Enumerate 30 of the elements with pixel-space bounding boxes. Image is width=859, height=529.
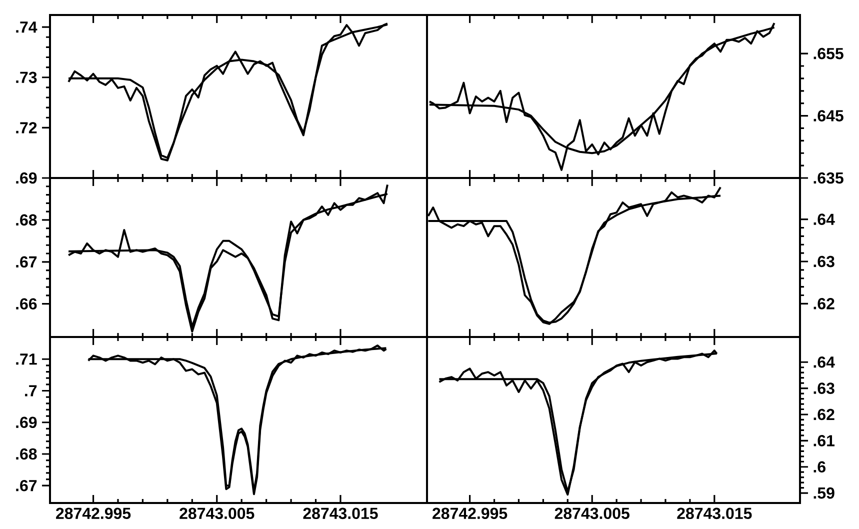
y-tick-label: .73 xyxy=(16,72,37,84)
x-tick-label: 28743.015 xyxy=(303,508,378,520)
y-tick-label: .72 xyxy=(16,122,37,134)
y-tick-label: .67 xyxy=(16,256,37,268)
y-tick-label: .6 xyxy=(814,461,826,473)
y-tick-label: .59 xyxy=(814,487,834,499)
y-tick-label: .69 xyxy=(16,172,37,184)
y-tick-label: .62 xyxy=(814,408,834,420)
y-tick-label: .645 xyxy=(814,110,844,122)
y-tick-label: .69 xyxy=(16,416,37,428)
y-tick-label: .71 xyxy=(16,354,37,365)
y-tick-label: .66 xyxy=(16,298,37,310)
y-tick-label: .64 xyxy=(814,356,835,368)
y-tick-label: .61 xyxy=(814,435,835,446)
x-tick-label: 28742.995 xyxy=(56,508,131,520)
y-tick-label: .635 xyxy=(814,172,844,184)
x-tick-label: 28743.015 xyxy=(677,508,752,520)
x-tick-label: 28743.005 xyxy=(180,508,254,520)
y-tick-label: .63 xyxy=(814,256,834,268)
y-tick-label: .63 xyxy=(814,382,834,394)
y-tick-label: .655 xyxy=(814,48,844,60)
y-tick-label: .67 xyxy=(16,480,37,492)
y-tick-label: .62 xyxy=(814,298,834,310)
y-tick-label: .74 xyxy=(16,22,38,33)
y-tick-label: .68 xyxy=(16,214,37,226)
y-tick-label: .68 xyxy=(16,448,37,460)
x-tick-label: 28743.005 xyxy=(554,508,630,520)
y-tick-label: .7 xyxy=(25,385,37,396)
x-tick-label: 28742.995 xyxy=(432,508,508,520)
y-tick-label: .64 xyxy=(814,214,835,225)
